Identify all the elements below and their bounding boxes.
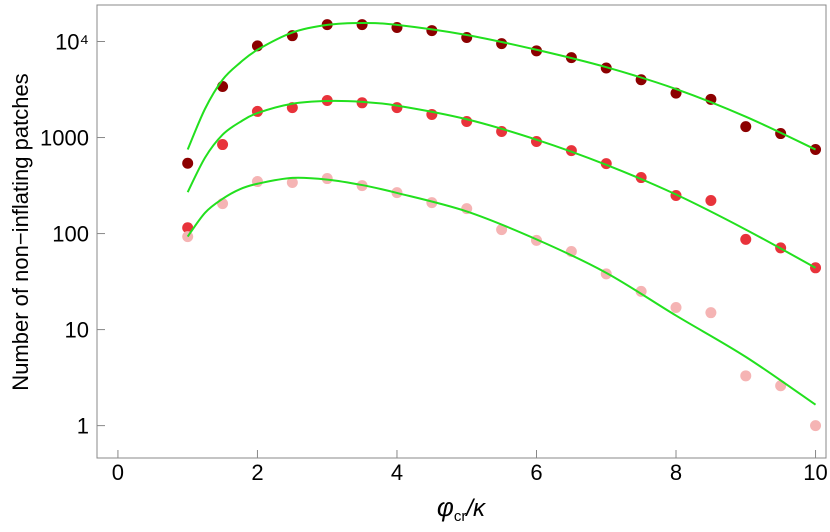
x-tick-label: 4 (391, 460, 403, 485)
data-point (740, 121, 752, 133)
data-point (496, 224, 508, 236)
data-point (740, 233, 752, 245)
data-point (217, 139, 229, 151)
x-tick-label: 6 (530, 460, 542, 485)
fit-line (186, 176, 817, 406)
x-tick-label: 8 (670, 460, 682, 485)
data-point (426, 25, 438, 37)
x-tick-label: 0 (112, 460, 124, 485)
plot-frame (96, 4, 827, 459)
fit-line (186, 99, 817, 269)
data-point (182, 222, 194, 234)
data-point (530, 45, 542, 57)
y-axis-label: Number of non−inflating patches (8, 73, 33, 390)
data-point (321, 173, 333, 185)
data-point (740, 370, 752, 382)
data-point (705, 307, 717, 319)
data-point (635, 285, 647, 297)
data-point (391, 102, 403, 114)
y-tick-label: 100 (52, 222, 89, 247)
x-tick-label: 2 (251, 460, 263, 485)
x-tick-label: 10 (803, 460, 827, 485)
data-point (182, 157, 194, 169)
y-tick-label: 10⁴ (55, 30, 89, 55)
data-point (670, 301, 682, 313)
data-point (810, 420, 822, 432)
y-tick-label: 1000 (40, 126, 89, 151)
data-point (286, 177, 298, 189)
y-tick-label: 1 (77, 414, 89, 439)
y-tick-label: 10 (65, 318, 89, 343)
data-point (705, 194, 717, 206)
fit-line (186, 21, 816, 151)
data-point (356, 19, 368, 31)
x-axis-label: φcr/κ (437, 492, 487, 525)
